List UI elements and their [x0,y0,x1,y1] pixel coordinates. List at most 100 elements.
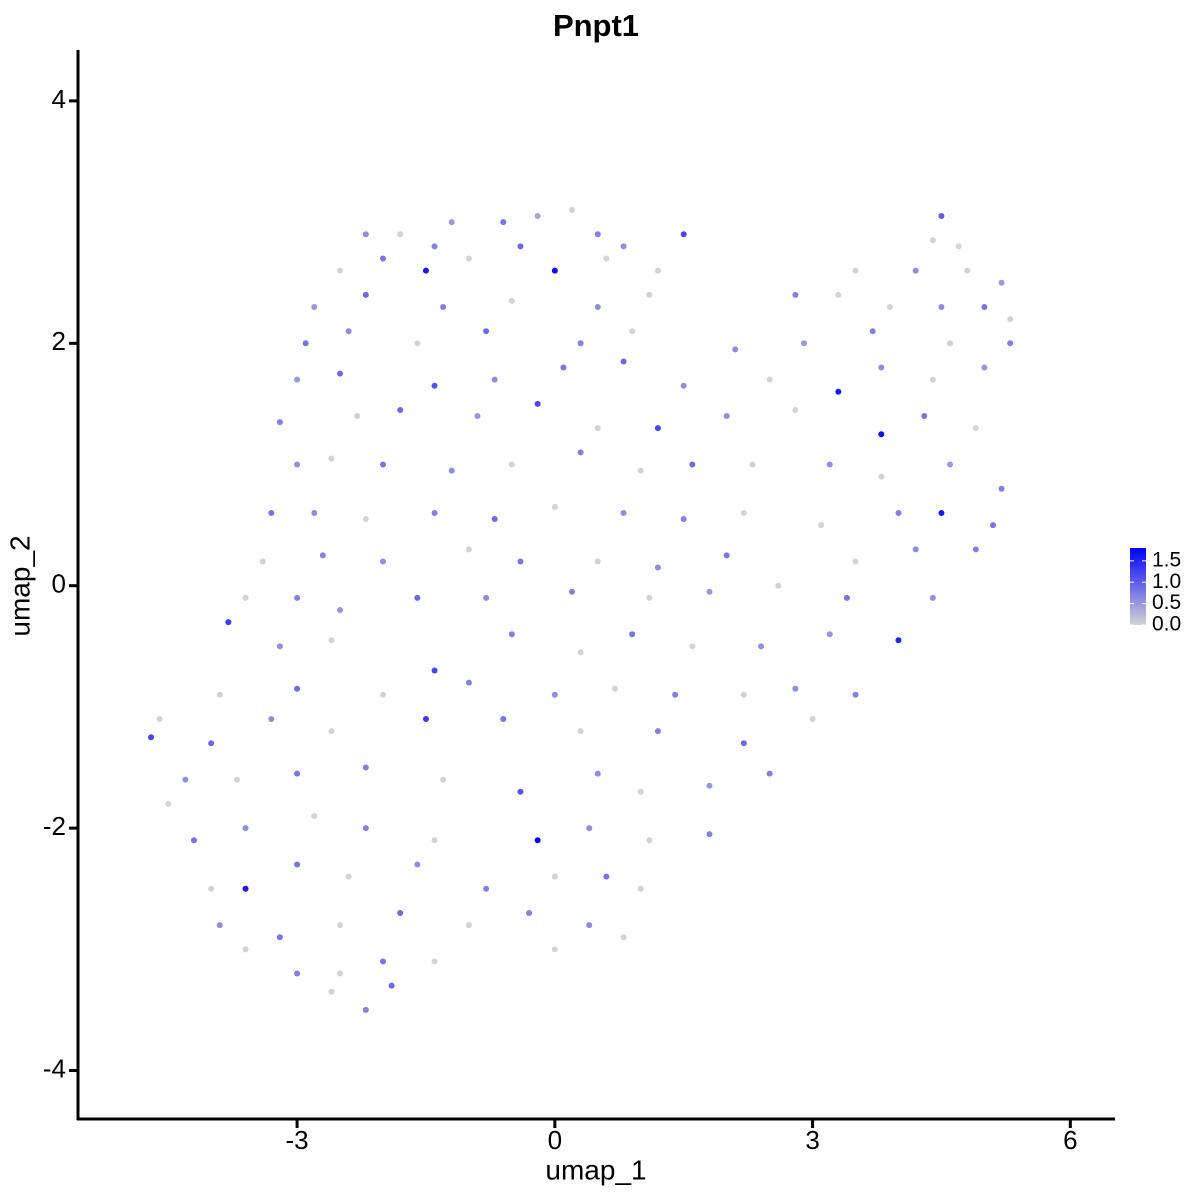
point [569,206,576,213]
point [380,958,386,965]
point [465,255,472,262]
point [740,691,747,698]
point [551,503,558,510]
point [680,231,687,238]
point [388,982,395,989]
point [637,885,644,892]
point [500,219,507,226]
point [414,594,421,601]
point [242,825,249,832]
point [551,267,558,274]
point [431,243,438,250]
x-tick-label: -3 [286,1125,309,1155]
chart-title: Pnpt1 [553,8,639,43]
point [586,825,593,832]
point [594,558,601,565]
point [483,328,490,335]
point [921,413,928,420]
point [328,637,335,644]
point [689,643,696,650]
point [268,509,275,516]
point [929,594,936,601]
point [947,461,954,468]
point [560,364,567,371]
point [431,837,438,844]
y-tick-label: 0 [52,569,66,599]
point [938,213,945,220]
point [1007,340,1014,347]
point [964,267,971,274]
point [328,988,335,995]
point [534,837,541,844]
colorbar-label: 1.5 [1152,548,1181,571]
point [603,873,610,880]
point [182,776,189,783]
point [294,685,301,692]
x-tick-label: 3 [805,1125,819,1155]
point [972,546,979,553]
point [216,691,223,698]
point [629,631,636,638]
point [654,267,661,274]
point [998,485,1005,492]
point [732,346,739,353]
point [311,303,318,310]
y-axis-label: umap_2 [4,535,35,636]
point [594,425,601,432]
point [517,558,524,565]
point [706,588,713,595]
point [208,740,215,747]
point [422,716,429,723]
point [465,679,472,686]
point [637,788,644,795]
point [972,425,979,432]
point [362,764,369,771]
point [233,776,240,783]
point [311,812,318,819]
point [362,291,369,298]
point [947,340,954,347]
point [337,922,344,929]
point [955,243,962,250]
points [148,206,1014,1013]
point [620,934,627,941]
point [792,291,799,298]
point [672,691,679,698]
point [637,467,644,474]
point [646,837,653,844]
point [792,685,799,692]
point [594,231,601,238]
y-tick-label: 2 [52,326,66,356]
point [397,909,404,916]
point [929,376,936,383]
point [569,588,576,595]
point [826,631,833,638]
point [654,564,661,571]
point [740,509,747,516]
point [835,388,842,395]
point [491,516,498,523]
point [354,413,361,420]
point [646,291,653,298]
point [414,340,421,347]
point [577,340,584,347]
y-tick-label: 4 [52,84,66,114]
point [268,716,275,723]
point [852,558,859,565]
point [431,667,438,674]
point [294,770,301,777]
point [594,770,601,777]
point [208,885,215,892]
y-tick-label: -4 [43,1053,66,1083]
point [689,461,696,468]
point [526,909,533,916]
point [517,243,524,250]
point [276,419,283,426]
point [800,340,807,347]
point [448,219,455,226]
point [852,691,859,698]
x-tick-label: 6 [1063,1125,1077,1155]
point [603,255,610,262]
point [397,231,404,238]
point [311,509,318,516]
